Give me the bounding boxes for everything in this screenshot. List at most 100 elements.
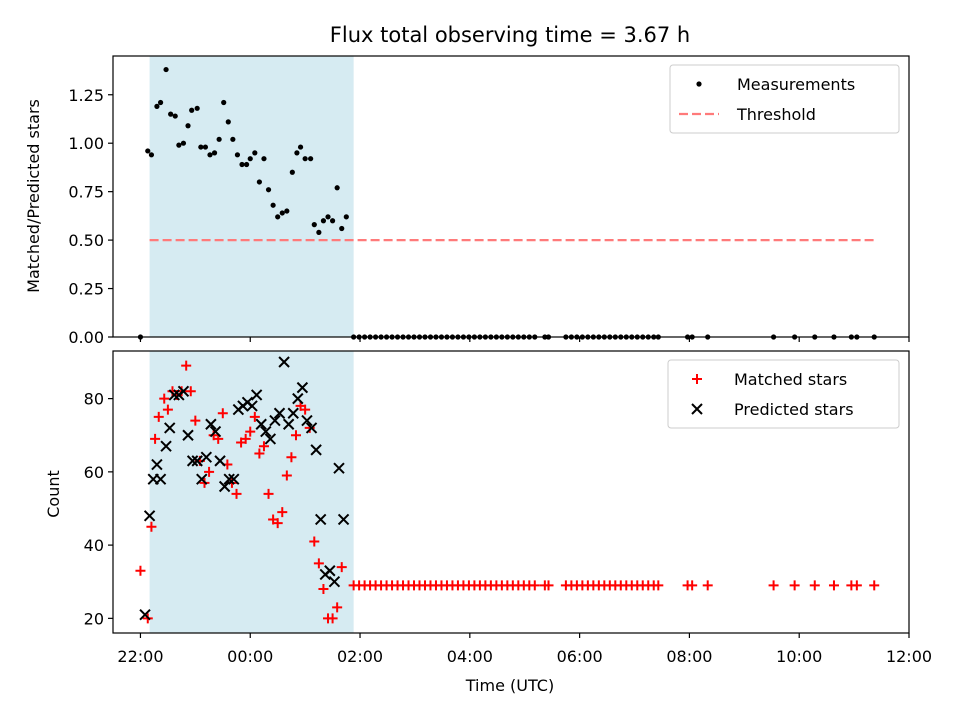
legend-label: Predicted stars	[734, 400, 854, 419]
matched-star-point	[258, 441, 269, 452]
matched-star-point	[529, 580, 540, 591]
matched-star-point	[313, 558, 324, 569]
measurement-point	[334, 185, 340, 191]
measurement-point	[230, 136, 236, 142]
matched-star-point	[653, 580, 664, 591]
predicted-star-point	[196, 473, 208, 485]
measurement-point	[320, 218, 327, 224]
y-tick-label: 0.50	[68, 231, 104, 250]
observing-window-shading	[149, 56, 354, 337]
predicted-star-point	[205, 418, 217, 430]
top-y-axis-label: Matched/Predicted stars	[24, 99, 43, 293]
measurement-point	[168, 111, 174, 117]
x-tick-label: 04:00	[447, 647, 493, 666]
legend: Matched stars Predicted stars	[667, 359, 900, 429]
measurement-point	[339, 225, 345, 232]
measurement-point	[297, 144, 304, 150]
measurement-point	[325, 214, 331, 220]
predicted-star-point	[269, 414, 281, 427]
matched-star-point	[702, 580, 713, 591]
measurement-point	[148, 152, 155, 158]
matched-star-point	[162, 404, 173, 415]
y-tick-label: 40	[84, 536, 104, 555]
matched-star-point	[231, 488, 242, 499]
matched-star-point	[300, 404, 311, 415]
x-tick-label: 02:00	[337, 647, 383, 666]
legend-box	[667, 359, 900, 429]
predicted-star-point	[337, 513, 350, 526]
y-tick-label: 20	[84, 609, 104, 628]
predicted-star-point	[273, 407, 286, 419]
predicted-star-point	[282, 418, 295, 430]
measurement-point	[185, 123, 191, 129]
x-tick-label: 10:00	[776, 647, 822, 666]
y-tick-label: 0.25	[68, 280, 104, 299]
predicted-star-point	[168, 389, 181, 401]
matched-star-point	[272, 518, 283, 529]
y-tick-label: 80	[84, 390, 104, 409]
measurement-point	[194, 105, 200, 111]
x-tick-label: 22:00	[117, 647, 163, 666]
legend-label: Threshold	[736, 105, 816, 124]
measurement-point	[311, 222, 317, 228]
matched-star-point	[332, 602, 343, 613]
predicted-star-point	[177, 385, 190, 397]
measurement-point	[329, 218, 336, 224]
predicted-star-point	[143, 510, 156, 522]
matched-star-point	[869, 580, 880, 591]
predicted-star-point	[186, 455, 199, 467]
plot-frame	[112, 350, 910, 634]
predicted-star-point	[287, 407, 299, 419]
legend-marker	[691, 403, 703, 415]
measurement-point	[163, 66, 169, 73]
predicted-star-point	[328, 576, 341, 588]
matched-star-point	[543, 580, 554, 591]
legend-marker	[696, 81, 702, 87]
matched-star-point	[290, 430, 301, 441]
predicted-star-point	[151, 458, 163, 471]
predicted-star-point	[154, 473, 167, 485]
predicted-star-point	[164, 422, 176, 434]
matched-star-point	[240, 433, 251, 444]
matched-star-point	[789, 580, 800, 591]
matched-star-point	[309, 536, 320, 547]
matched-star-point	[249, 411, 260, 422]
matched-star-point	[181, 360, 192, 371]
matched-star-point	[851, 580, 862, 591]
measurement-point	[252, 150, 258, 156]
y-tick-label: 1.00	[68, 134, 104, 153]
measurement-point	[302, 156, 308, 162]
measurement-point	[308, 156, 314, 162]
matched-star-point	[153, 411, 164, 422]
measurement-point	[145, 148, 151, 154]
matched-star-point	[159, 393, 170, 404]
predicted-star-point	[305, 422, 318, 434]
measurement-point	[157, 99, 164, 106]
matched-star-point	[286, 452, 297, 463]
measurement-point	[239, 161, 245, 168]
matched-star-point	[135, 565, 146, 576]
y-tick-label: 0.00	[68, 328, 104, 347]
predicted-star-point	[255, 418, 267, 430]
predicted-star-point	[228, 473, 240, 485]
measurement-point	[316, 229, 322, 235]
y-tick-label: 1.25	[68, 86, 104, 105]
measurement-point	[221, 99, 227, 106]
measurement-point	[154, 103, 160, 109]
measurement-point	[211, 150, 218, 156]
measurement-point	[247, 156, 253, 162]
predicted-star-point	[301, 414, 313, 427]
matched-star-point	[327, 613, 338, 624]
x-tick-label: 12:00	[886, 647, 932, 666]
x-axis-label: Time (UTC)	[465, 676, 554, 695]
y-tick-label: 60	[84, 463, 104, 482]
predicted-star-point	[333, 462, 345, 474]
y-tick-label: 0.75	[68, 183, 104, 202]
measurement-point	[284, 208, 290, 214]
chart-title: Flux total observing time = 3.67 h	[330, 23, 690, 47]
predicted-star-point	[160, 440, 172, 452]
predicted-star-point	[200, 451, 213, 463]
predicted-star-point	[278, 356, 290, 368]
matched-star-point	[254, 448, 265, 459]
